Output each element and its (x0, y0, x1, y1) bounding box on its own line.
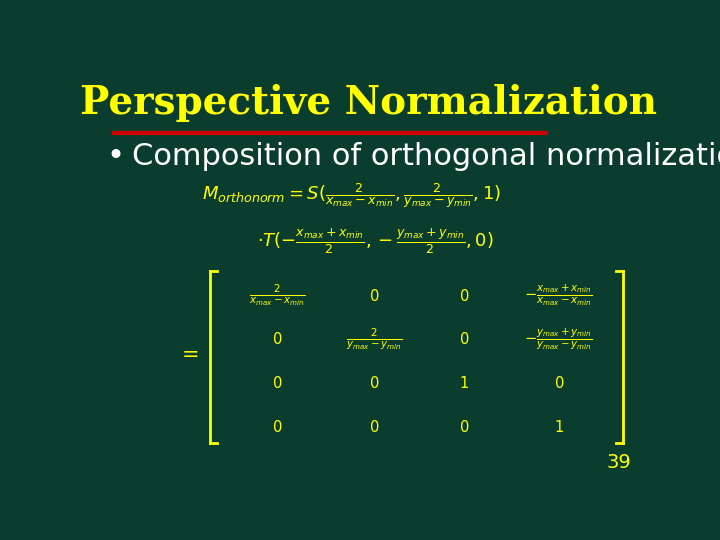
Text: $M_{orthonorm} = S(\frac{2}{x_{max}-x_{min}},\frac{2}{y_{max}-y_{min}},1)$: $M_{orthonorm} = S(\frac{2}{x_{max}-x_{m… (202, 181, 500, 210)
Text: $\cdot T(-\frac{x_{max}+x_{min}}{2},-\frac{y_{max}+y_{min}}{2},0)$: $\cdot T(-\frac{x_{max}+x_{min}}{2},-\fr… (258, 227, 494, 256)
Text: $0$: $0$ (369, 375, 379, 391)
Text: $\frac{2}{x_{max}-x_{min}}$: $\frac{2}{x_{max}-x_{min}}$ (248, 283, 305, 308)
Text: $0$: $0$ (459, 288, 469, 303)
Text: $0$: $0$ (369, 288, 379, 303)
Text: $1$: $1$ (554, 418, 564, 435)
Text: $0$: $0$ (271, 418, 282, 435)
Text: 39: 39 (606, 453, 631, 472)
Text: Composition of orthogonal normalization: Composition of orthogonal normalization (132, 141, 720, 171)
Text: $0$: $0$ (554, 375, 564, 391)
Text: $\frac{2}{y_{max}-y_{min}}$: $\frac{2}{y_{max}-y_{min}}$ (346, 327, 403, 352)
Text: $0$: $0$ (459, 418, 469, 435)
Text: $=$: $=$ (177, 345, 199, 363)
Text: $0$: $0$ (459, 331, 469, 347)
Text: $0$: $0$ (271, 331, 282, 347)
Text: $1$: $1$ (459, 375, 469, 391)
Text: $0$: $0$ (271, 375, 282, 391)
Text: $-\frac{x_{max}+x_{min}}{x_{max}-x_{min}}$: $-\frac{x_{max}+x_{min}}{x_{max}-x_{min}… (524, 283, 593, 308)
Text: $0$: $0$ (369, 418, 379, 435)
Text: •: • (107, 141, 125, 171)
Text: Perspective Normalization: Perspective Normalization (81, 84, 657, 122)
Text: $-\frac{y_{max}+y_{min}}{y_{max}-y_{min}}$: $-\frac{y_{max}+y_{min}}{y_{max}-y_{min}… (524, 326, 593, 352)
